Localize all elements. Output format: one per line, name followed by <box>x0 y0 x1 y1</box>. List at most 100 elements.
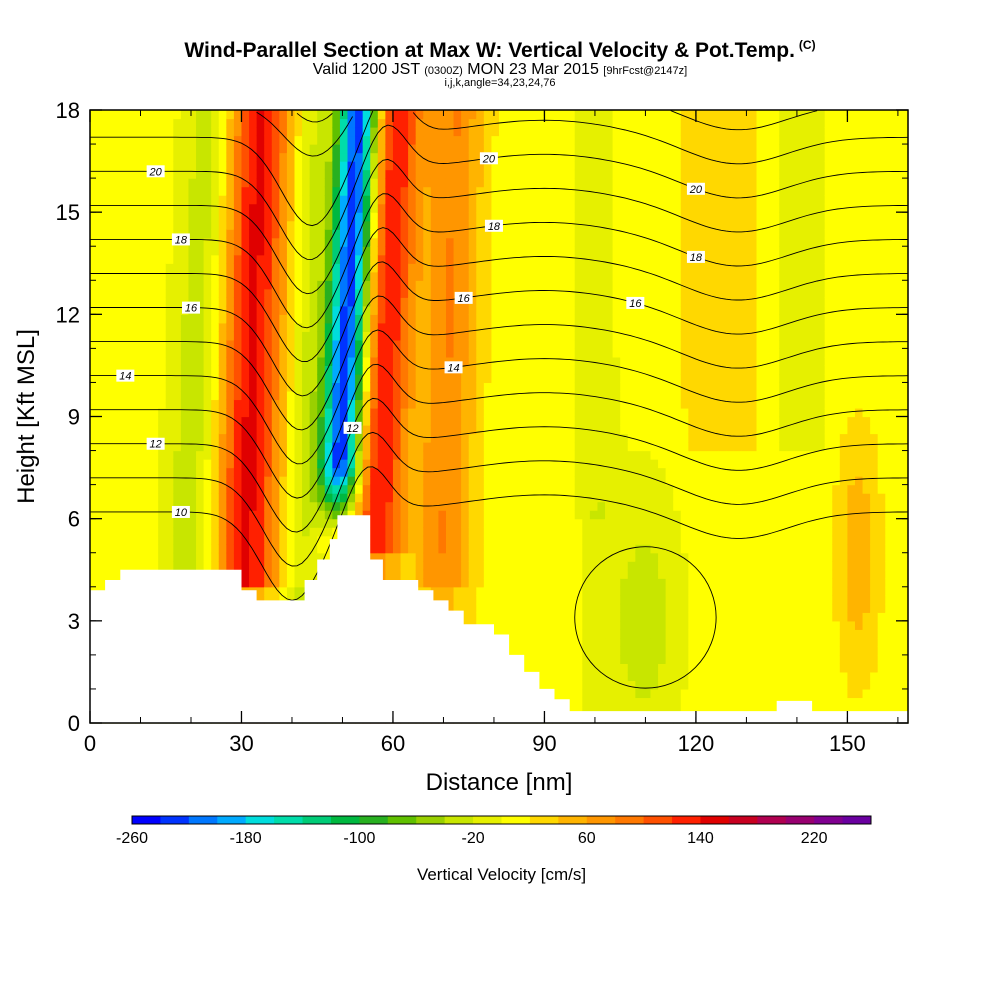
w-cell <box>567 280 576 290</box>
w-cell <box>453 467 462 477</box>
w-cell <box>529 527 538 537</box>
w-cell <box>589 629 599 639</box>
w-cell <box>127 510 137 520</box>
w-cell <box>491 586 500 596</box>
w-cell <box>582 237 591 247</box>
w-cell <box>377 110 386 120</box>
w-cell <box>226 271 235 281</box>
w-cell <box>362 416 371 426</box>
w-cell <box>385 433 394 443</box>
w-cell <box>461 612 470 622</box>
w-cell <box>468 467 477 477</box>
w-cell <box>385 178 394 188</box>
w-cell <box>491 229 500 239</box>
w-cell <box>150 493 159 503</box>
w-cell <box>491 510 500 520</box>
w-cell <box>589 501 599 511</box>
w-cell <box>612 552 621 562</box>
w-cell <box>476 110 485 120</box>
w-cell <box>173 178 182 188</box>
w-cell <box>483 390 493 401</box>
w-cell <box>544 152 553 162</box>
w-cell <box>506 416 515 426</box>
w-cell <box>605 161 614 171</box>
w-cell <box>279 271 288 281</box>
w-cell <box>362 390 371 401</box>
w-cell <box>506 407 515 418</box>
w-cell <box>582 697 591 707</box>
w-cell <box>196 484 205 494</box>
w-cell <box>188 552 197 562</box>
w-cell <box>271 450 280 460</box>
w-cell <box>483 186 493 196</box>
w-cell <box>339 203 349 213</box>
w-cell <box>453 442 462 452</box>
w-cell <box>143 127 152 137</box>
w-cell <box>430 552 439 562</box>
w-cell <box>392 382 402 392</box>
w-cell <box>241 152 250 162</box>
w-cell <box>196 476 205 486</box>
w-cell <box>483 407 493 418</box>
w-cell <box>226 127 235 137</box>
w-cell <box>196 450 205 460</box>
w-cell <box>597 331 606 341</box>
w-cell <box>552 467 561 477</box>
w-cell <box>339 263 349 273</box>
w-cell <box>574 501 583 511</box>
w-cell <box>233 322 243 332</box>
w-cell <box>347 263 356 273</box>
w-cell <box>461 450 470 460</box>
w-cell <box>392 518 402 528</box>
w-cell <box>339 195 349 205</box>
w-cell <box>347 127 356 137</box>
w-cell <box>582 527 591 537</box>
w-cell <box>112 493 121 503</box>
w-cell <box>105 288 114 298</box>
w-cell <box>408 203 417 213</box>
w-cell <box>143 220 152 230</box>
w-cell <box>158 212 167 222</box>
w-cell <box>582 680 591 690</box>
w-cell <box>597 688 606 699</box>
w-cell <box>286 152 296 162</box>
w-cell <box>491 246 500 256</box>
w-cell <box>150 271 159 281</box>
w-cell <box>339 459 349 469</box>
w-cell <box>180 467 190 477</box>
w-cell <box>438 382 447 392</box>
w-cell <box>506 425 515 435</box>
w-cell <box>506 518 515 528</box>
w-cell <box>112 305 121 315</box>
w-cell <box>97 127 106 137</box>
w-cell <box>476 603 485 613</box>
w-cell <box>377 305 386 315</box>
w-cell <box>536 527 546 537</box>
w-cell <box>135 322 144 332</box>
w-cell <box>218 433 227 443</box>
w-cell <box>597 254 606 264</box>
w-cell <box>597 203 606 213</box>
w-cell <box>241 229 250 239</box>
w-cell <box>567 297 576 307</box>
w-cell <box>135 229 144 239</box>
w-cell <box>521 246 530 256</box>
w-cell <box>90 271 99 281</box>
w-cell <box>180 127 190 137</box>
w-cell <box>476 569 485 579</box>
w-cell <box>377 263 386 273</box>
w-cell <box>188 544 197 554</box>
w-cell <box>438 331 447 341</box>
w-cell <box>605 527 614 537</box>
w-cell <box>392 229 402 239</box>
w-cell <box>286 195 296 205</box>
w-cell <box>226 552 235 562</box>
w-cell <box>241 510 250 520</box>
w-cell <box>127 348 137 358</box>
w-cell <box>544 356 553 367</box>
w-cell <box>90 450 99 460</box>
w-cell <box>385 493 394 503</box>
w-cell <box>499 433 508 443</box>
w-cell <box>400 382 409 392</box>
w-cell <box>559 467 568 477</box>
